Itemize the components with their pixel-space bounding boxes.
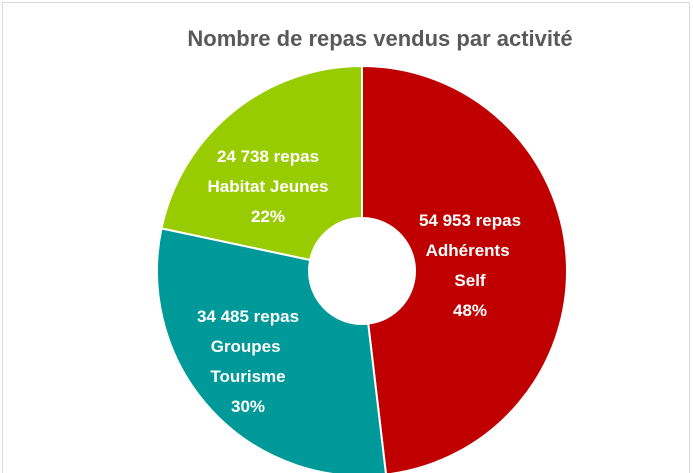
percentage-label: 22% — [251, 207, 285, 226]
donut-slice — [160, 64, 363, 262]
value-label: 34 485 repas — [197, 307, 299, 326]
donut-slice — [361, 64, 569, 473]
category-label: Adhérents Self — [426, 241, 515, 290]
value-label: 24 738 repas — [217, 147, 319, 166]
donut-slice — [156, 227, 387, 473]
category-label: Groupes Tourisme — [210, 337, 285, 386]
category-label: Habitat Jeunes — [208, 177, 329, 196]
value-label: 54 953 repas — [419, 211, 521, 230]
percentage-label: 30% — [231, 397, 265, 416]
chart-title: Nombre de repas vendus par activité — [187, 26, 572, 51]
percentage-label: 48% — [453, 301, 487, 320]
